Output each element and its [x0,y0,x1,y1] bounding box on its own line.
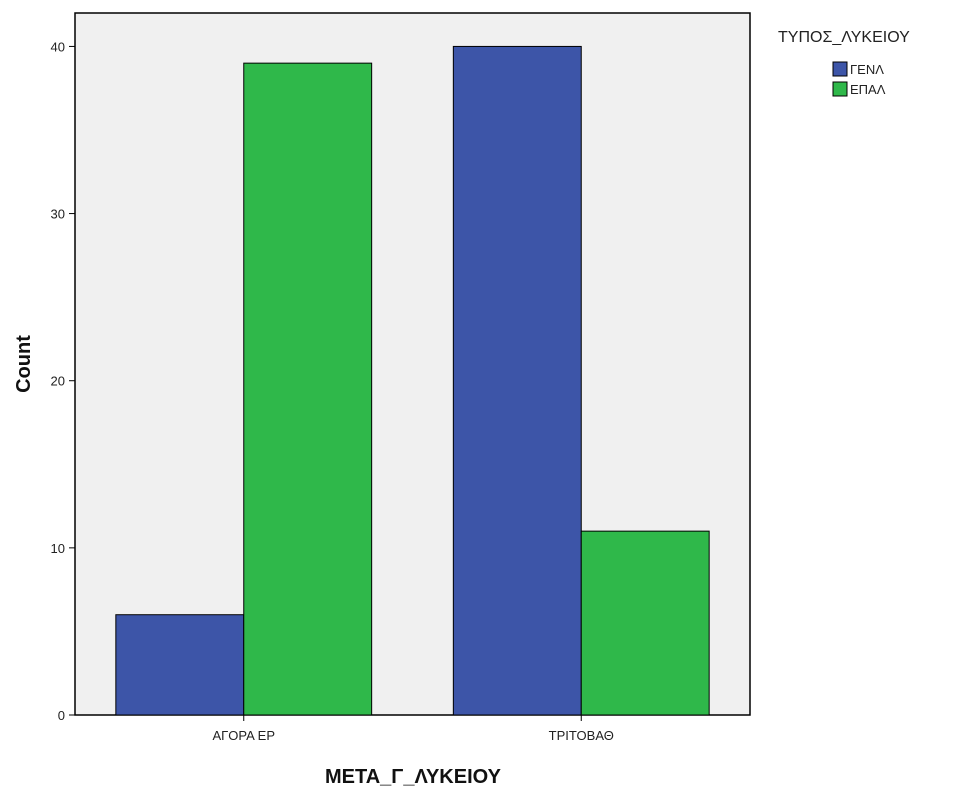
y-tick-label: 30 [51,207,65,222]
y-axis-title: Count [13,335,35,393]
y-tick-label: 0 [58,708,65,723]
y-tick-label: 10 [51,541,65,556]
x-tick-label: ΤΡΙΤΟΒΑΘ [549,728,614,743]
x-axis: ΑΓΟΡΑ ΕΡ ΤΡΙΤΟΒΑΘ [212,715,614,743]
bar-ΕΠΑΛ-ΤΡΙΤΟΒΑΘ [580,530,710,716]
y-axis: 0 10 20 30 40 [51,39,75,723]
bars-group [115,45,710,716]
legend-swatch [832,81,848,97]
legend: ΤΥΠΟΣ_ΛΥΚΕΙΟΥ ΓΕΝΛ ΕΠΑΛ [778,29,910,97]
x-tick-label: ΑΓΟΡΑ ΕΡ [212,728,275,743]
y-tick-label: 40 [51,39,65,54]
x-axis-title: ΜΕΤΑ_Γ_ΛΥΚΕΙΟΥ [325,766,502,788]
y-tick-label: 20 [51,374,65,389]
legend-label: ΕΠΑΛ [850,82,886,97]
bar-ΕΠΑΛ-ΑΓΟΡΑ ΕΡ [243,62,373,716]
legend-swatch [832,61,848,77]
bar-ΓΕΝΛ-ΤΡΙΤΟΒΑΘ [452,45,582,716]
bar-ΓΕΝΛ-ΑΓΟΡΑ ΕΡ [115,614,245,716]
legend-title: ΤΥΠΟΣ_ΛΥΚΕΙΟΥ [778,29,910,46]
legend-label: ΓΕΝΛ [850,62,884,77]
